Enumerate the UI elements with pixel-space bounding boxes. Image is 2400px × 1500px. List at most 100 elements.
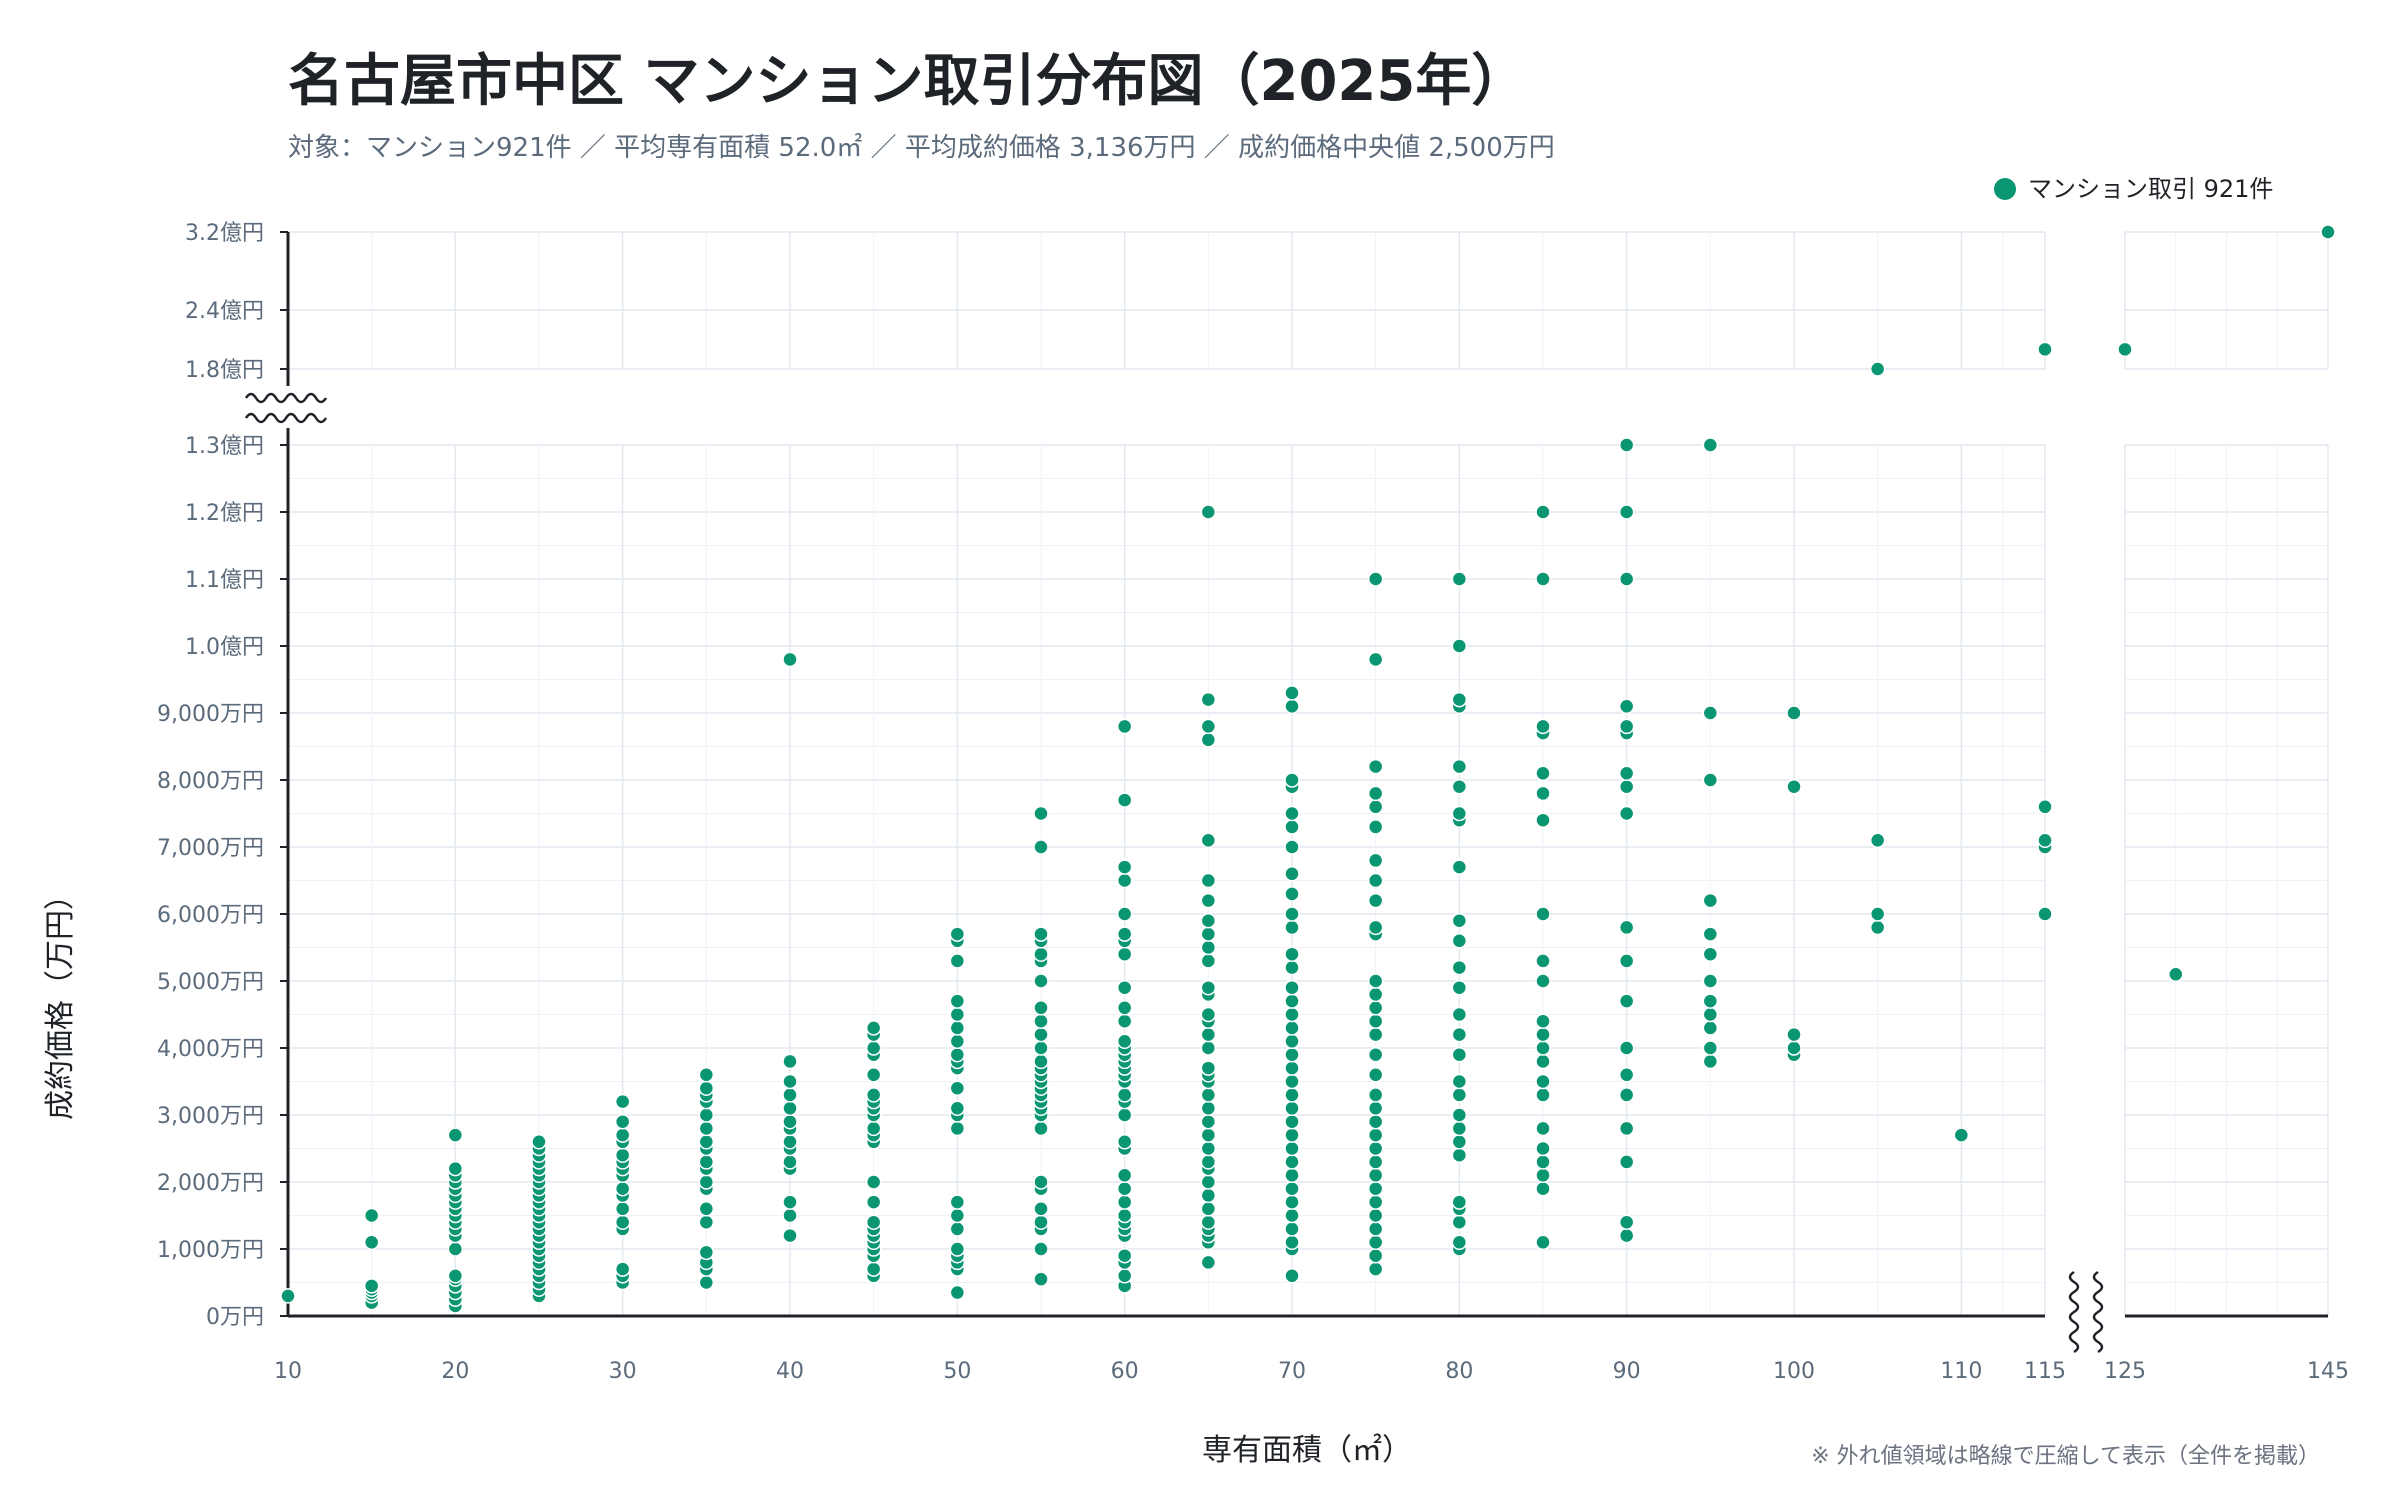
data-point (1284, 1073, 1300, 1090)
data-point (1618, 993, 1635, 1009)
data-point (1367, 973, 1384, 989)
data-point (1116, 1180, 1133, 1197)
data-point (363, 1234, 380, 1251)
data-point (1284, 1100, 1300, 1117)
data-point (1033, 1201, 1049, 1217)
data-point (1535, 718, 1551, 735)
y-tick-label: 1.8億円 (185, 358, 264, 383)
data-point (1284, 1020, 1300, 1036)
data-point (1451, 959, 1468, 976)
data-point (1200, 1201, 1217, 1217)
data-point (1200, 979, 1217, 996)
data-point (1033, 1120, 1049, 1137)
data-point (1367, 651, 1384, 668)
x-axis-label: 専有面積（㎡） (1202, 1433, 1412, 1468)
data-point (1200, 953, 1217, 969)
y-tick-label: 3,000万円 (157, 1104, 264, 1129)
data-point (949, 1033, 966, 1050)
data-point (1200, 1174, 1217, 1190)
data-point (949, 993, 966, 1009)
chart-title: 名古屋市中区 マンション取引分布図（2025年） (288, 49, 1527, 114)
footnote: ※ 外れ値領域は略線で圧縮して表示（全件を掲載） (1811, 1444, 2320, 1469)
data-point (614, 1127, 631, 1143)
data-point (1953, 1127, 1970, 1143)
data-point (1200, 1127, 1217, 1143)
x-tick-label: 20 (441, 1359, 469, 1384)
data-point (1451, 979, 1468, 996)
data-point (1535, 1167, 1551, 1184)
data-point (614, 1261, 631, 1277)
data-point (1367, 1207, 1384, 1224)
axis-ticks: 0万円 1,000万円 2,000万円 3,000万円 4,000万円 5,000万円 6,… (157, 221, 2349, 1384)
data-point (1869, 906, 1886, 922)
data-point (1367, 1000, 1384, 1016)
data-point (1618, 698, 1635, 715)
data-point (1367, 1261, 1384, 1277)
data-point (1284, 819, 1300, 835)
data-point (1618, 778, 1635, 795)
data-point (782, 1087, 798, 1103)
data-point (1702, 926, 1719, 942)
data-point (447, 1160, 464, 1177)
y-tick-label: 1.3億円 (185, 434, 264, 459)
data-point (1200, 718, 1217, 735)
data-point (1451, 1120, 1468, 1137)
data-point (1116, 1013, 1133, 1029)
data-point (2117, 341, 2133, 358)
data-point (1367, 1180, 1384, 1197)
data-point (1367, 919, 1384, 936)
data-point (1451, 1134, 1468, 1150)
data-point (1367, 799, 1384, 815)
y-tick-label: 1.2億円 (185, 501, 264, 526)
data-point (865, 1174, 882, 1190)
data-point (865, 1214, 882, 1230)
data-point (1200, 1140, 1217, 1157)
y-tick-label: 9,000万円 (157, 702, 264, 727)
data-point (1367, 785, 1384, 802)
data-point (1535, 973, 1551, 989)
data-point (1786, 705, 1802, 721)
data-point (1702, 1006, 1719, 1023)
data-point (1869, 832, 1886, 849)
data-point (1033, 973, 1049, 989)
x-tick-label: 30 (609, 1359, 637, 1384)
data-point (1284, 1221, 1300, 1237)
data-point (1367, 1067, 1384, 1083)
x-tick-label: 10 (274, 1359, 302, 1384)
legend-marker (1994, 178, 2016, 200)
y-tick-label: 4,000万円 (157, 1037, 264, 1062)
data-point (1367, 1127, 1384, 1143)
data-point (1618, 919, 1635, 936)
data-point (1451, 1147, 1468, 1163)
data-point (1702, 1020, 1719, 1036)
data-point (1367, 852, 1384, 869)
x-tick-label: 60 (1111, 1359, 1139, 1384)
data-point (1702, 772, 1719, 788)
y-tick-label: 8,000万円 (157, 769, 264, 794)
data-point (1451, 912, 1468, 929)
data-point (1535, 1120, 1551, 1137)
data-point (1535, 953, 1551, 969)
data-point (1116, 1194, 1133, 1210)
data-point (949, 1020, 966, 1036)
x-tick-label: 70 (1278, 1359, 1306, 1384)
data-point (949, 1006, 966, 1023)
data-point (1200, 1087, 1217, 1103)
data-point (1200, 1040, 1217, 1056)
data-point (1284, 993, 1300, 1009)
data-point (1535, 504, 1551, 520)
data-point (614, 1214, 631, 1230)
data-point (1535, 1234, 1551, 1251)
data-point (782, 1073, 798, 1090)
data-point (698, 1134, 715, 1150)
data-point (1702, 946, 1719, 962)
data-point (1702, 1040, 1719, 1056)
data-point (1702, 892, 1719, 909)
data-point (949, 1120, 966, 1137)
y-tick-label: 6,000万円 (157, 903, 264, 928)
grid (287, 231, 2329, 1316)
data-point (949, 926, 966, 942)
y-axis-break-mark (244, 392, 328, 404)
data-point (1033, 1000, 1049, 1016)
